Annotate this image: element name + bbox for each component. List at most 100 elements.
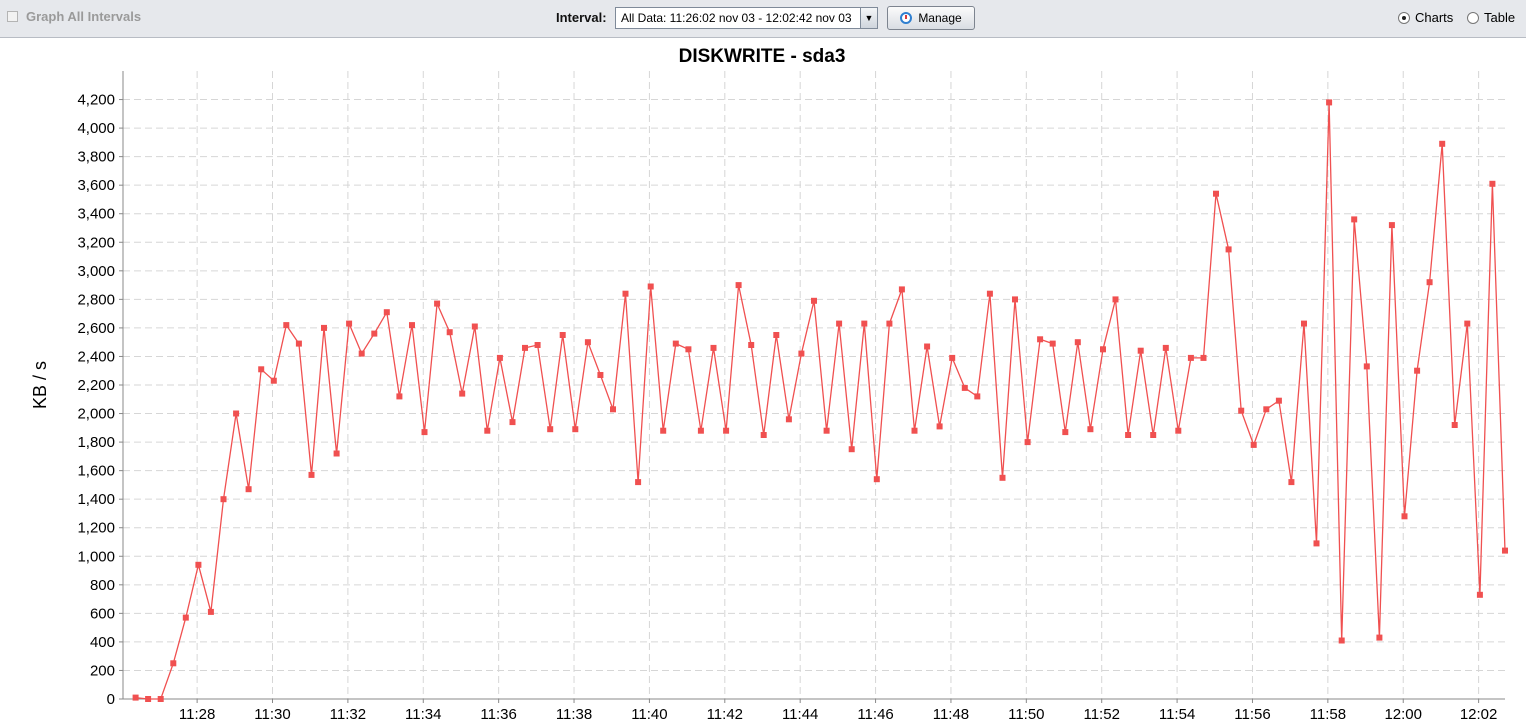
chevron-down-icon[interactable]: ▼ (860, 8, 877, 28)
data-point (270, 377, 277, 384)
data-point (295, 340, 302, 347)
data-point (1502, 547, 1508, 554)
series-line (135, 102, 1506, 700)
data-point (798, 350, 805, 357)
x-tick-label: 12:00 (1384, 706, 1422, 723)
axes (119, 71, 1505, 703)
data-point (333, 450, 340, 457)
table-radio[interactable]: Table (1467, 10, 1515, 25)
data-point (710, 344, 717, 351)
data-point (911, 427, 918, 434)
data-point (823, 427, 830, 434)
x-tick-label: 11:34 (405, 706, 441, 723)
data-point (1363, 363, 1370, 370)
x-tick-label: 11:38 (556, 706, 592, 723)
clock-icon (900, 12, 913, 24)
data-point (1162, 344, 1169, 351)
y-tick-label: 3,400 (77, 206, 115, 223)
data-point (597, 372, 604, 378)
data-point (471, 323, 478, 330)
data-point (685, 346, 692, 353)
radio-unselected-icon (1467, 11, 1479, 24)
data-point (735, 282, 742, 289)
x-tick-label: 11:46 (857, 706, 893, 723)
data-point (496, 354, 503, 361)
data-point (1137, 347, 1144, 354)
data-point (873, 476, 880, 483)
data-point (1100, 346, 1106, 353)
data-point (1426, 279, 1433, 286)
data-point (1476, 591, 1483, 598)
data-point (170, 660, 177, 667)
y-tick-label: 2,600 (77, 320, 115, 337)
data-point (522, 344, 528, 351)
x-tick-labels: 11:28 11:30 11:32 11:34 11:36 11:38 11:40 11:42… (179, 706, 1497, 723)
data-point (924, 343, 931, 350)
graph-all-intervals-checkbox[interactable]: Graph All Intervals (7, 9, 141, 24)
data-point (195, 561, 202, 568)
toolbar: Graph All Intervals Interval: All Data: … (0, 0, 1526, 38)
data-point (785, 416, 792, 423)
data-point (446, 329, 453, 336)
data-point (383, 309, 390, 316)
data-point (886, 320, 893, 327)
x-tick-label: 11:52 (1083, 706, 1119, 723)
y-tick-label: 4,200 (77, 92, 115, 109)
data-point (1200, 354, 1207, 361)
y-tick-label: 2,000 (77, 406, 115, 423)
data-point (1313, 540, 1320, 547)
y-tick-label: 3,600 (77, 177, 115, 194)
data-point (610, 406, 616, 413)
y-tick-label: 1,400 (77, 491, 115, 508)
data-point (1275, 397, 1282, 404)
data-point (207, 608, 214, 615)
y-tick-label: 400 (90, 634, 115, 651)
data-point (1250, 441, 1257, 448)
data-point (1401, 513, 1408, 520)
data-point (358, 350, 365, 357)
y-tick-label: 3,200 (77, 234, 115, 251)
radio-selected-icon (1398, 11, 1410, 24)
manage-button[interactable]: Manage (887, 6, 975, 30)
data-point (861, 320, 868, 327)
y-tick-label: 2,800 (77, 291, 115, 308)
data-point (145, 696, 152, 702)
y-tick-label: 1,000 (77, 548, 115, 565)
checkbox-icon (7, 11, 18, 22)
data-point (584, 339, 591, 346)
data-point (1012, 296, 1018, 303)
interval-label: Interval: (556, 10, 607, 25)
x-tick-label: 11:32 (330, 706, 366, 723)
data-point (936, 423, 943, 430)
interval-select[interactable]: All Data: 11:26:02 nov 03 - 12:02:42 nov… (615, 7, 878, 29)
data-point (697, 427, 704, 434)
y-tick-label: 3,800 (77, 149, 115, 166)
data-point (220, 496, 227, 503)
data-point (1326, 99, 1333, 106)
data-point (258, 366, 265, 373)
data-point (961, 384, 968, 391)
data-point (999, 474, 1006, 481)
charts-radio[interactable]: Charts (1398, 10, 1453, 25)
data-point (848, 446, 855, 453)
data-point (346, 320, 353, 327)
data-point (1213, 190, 1219, 197)
data-point (1125, 432, 1132, 438)
y-tick-label: 0 (107, 691, 115, 708)
manage-button-label: Manage (918, 11, 962, 25)
charts-radio-label: Charts (1415, 10, 1454, 25)
data-point (1439, 140, 1446, 147)
x-tick-label: 11:44 (782, 706, 818, 723)
x-tick-label: 11:28 (179, 706, 215, 723)
x-tick-label: 11:50 (1008, 706, 1044, 723)
graph-all-intervals-label: Graph All Intervals (26, 9, 142, 24)
data-point (647, 283, 654, 290)
data-point (534, 342, 541, 348)
data-point (1489, 180, 1496, 187)
data-point (559, 332, 566, 338)
data-point (974, 393, 981, 400)
data-point (1351, 216, 1358, 223)
data-point (321, 324, 327, 331)
data-point (1187, 354, 1194, 361)
data-point (773, 332, 780, 338)
